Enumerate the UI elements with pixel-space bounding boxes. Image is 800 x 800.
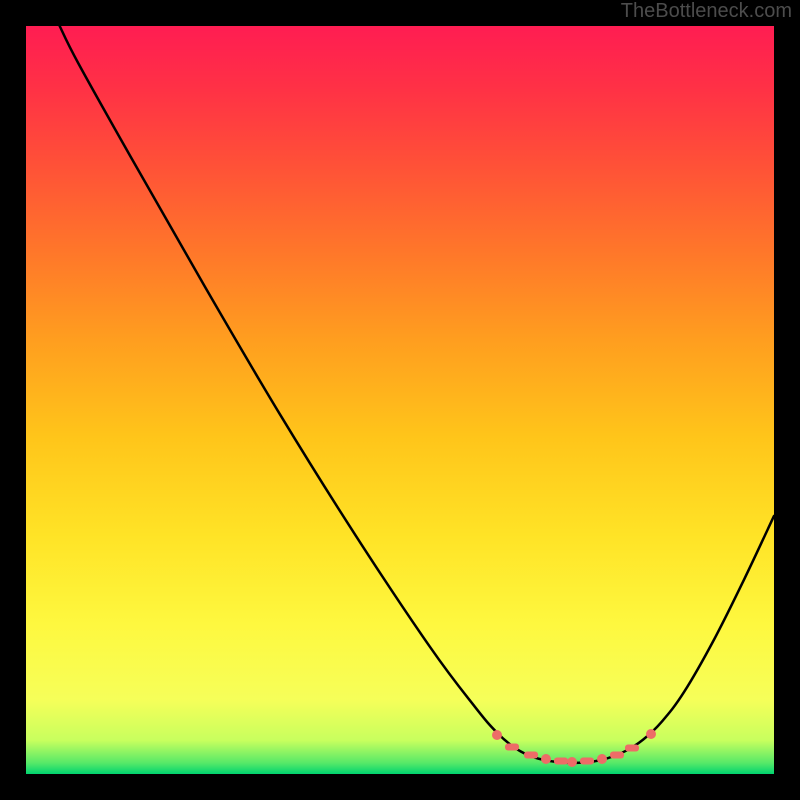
trough-marker-dash: [524, 751, 538, 758]
trough-marker-dash: [554, 758, 568, 765]
watermark-text: TheBottleneck.com: [621, 0, 792, 23]
plot-area: [26, 26, 774, 774]
trough-marker-dot: [492, 730, 502, 740]
trough-marker-dot: [567, 757, 577, 767]
trough-marker-dash: [610, 751, 624, 758]
curve-svg: [26, 26, 774, 774]
trough-marker-dash: [625, 744, 639, 751]
trough-marker-dot: [597, 754, 607, 764]
plot-border: [0, 0, 800, 800]
chart-frame: TheBottleneck.com: [0, 0, 800, 800]
trough-marker-dash: [580, 758, 594, 765]
trough-marker-dot: [646, 729, 656, 739]
trough-marker-dot: [541, 754, 551, 764]
trough-marker-dash: [505, 744, 519, 751]
bottleneck-curve: [60, 26, 774, 763]
